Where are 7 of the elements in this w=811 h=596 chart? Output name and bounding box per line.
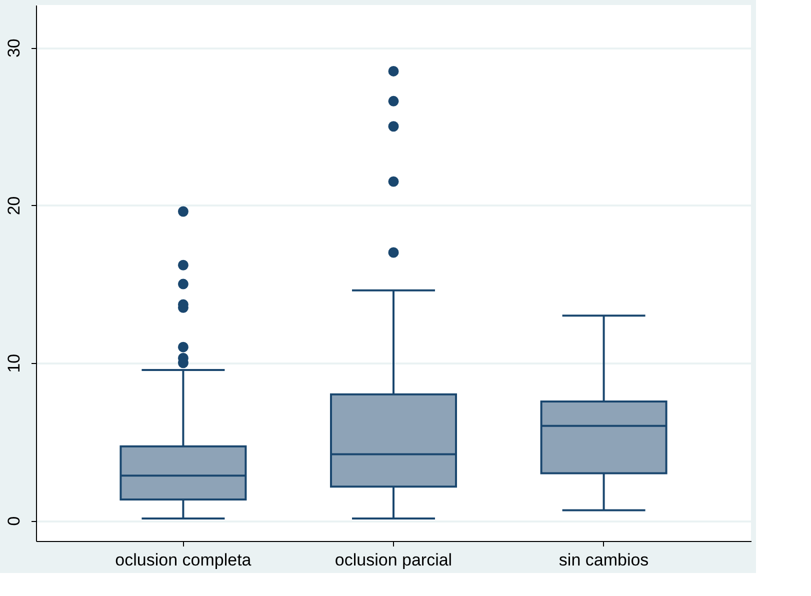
x-tick-label: oclusion parcial [334, 550, 452, 570]
y-tick-label: 10 [4, 354, 24, 373]
y-tick-label: 0 [4, 516, 24, 526]
y-tick-label: 20 [4, 196, 24, 216]
y-tick-label: 30 [4, 38, 24, 58]
x-tick-label: oclusion completa [115, 550, 252, 570]
x-tick-label: sin cambios [558, 550, 649, 570]
